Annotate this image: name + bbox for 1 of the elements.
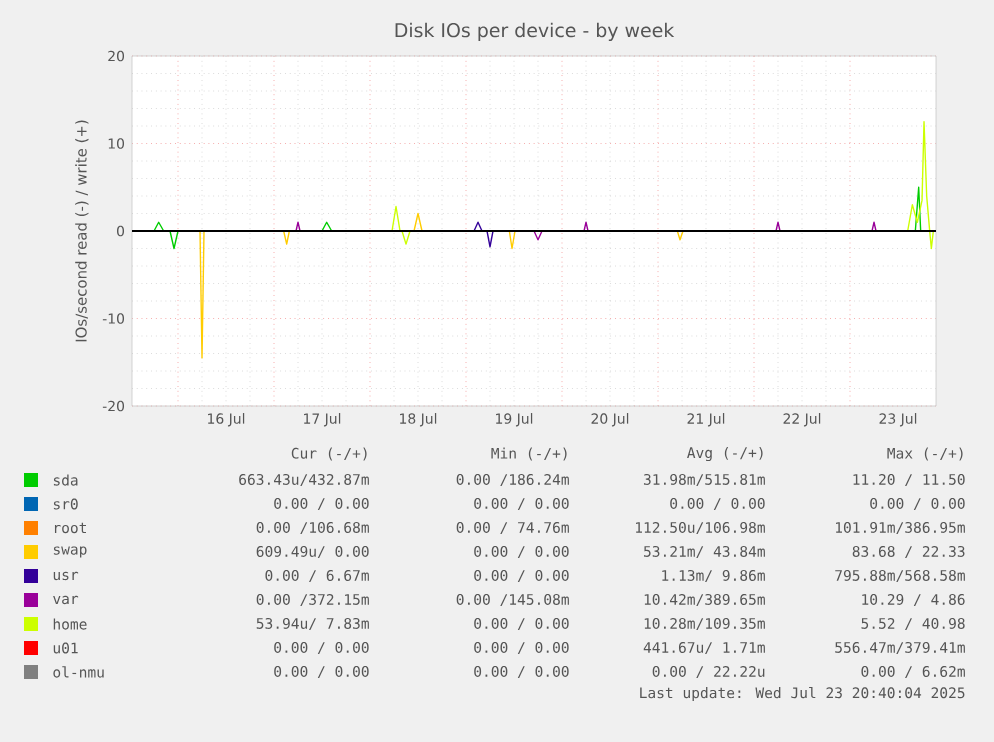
- chart-title: Disk IOs per device - by week: [395, 22, 675, 41]
